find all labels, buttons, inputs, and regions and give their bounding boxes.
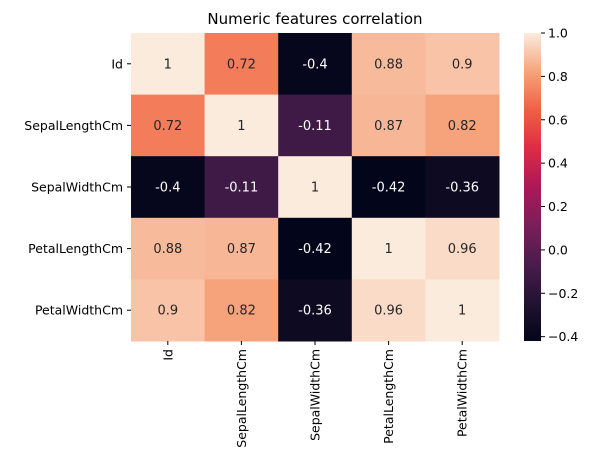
colorbar: −0.4 −0.2 0.0 0.2 0.4 0.6 0.8 1.0 — [524, 26, 578, 345]
cell-annotation: -0.42 — [372, 181, 406, 196]
cell-annotation: 0.9 — [157, 304, 178, 319]
colorbar-tick-label: −0.2 — [548, 286, 578, 301]
row-label: SepalLengthCm — [24, 118, 123, 133]
colorbar-tick-label: 0.6 — [548, 112, 568, 127]
cell-annotation: 0.96 — [374, 304, 403, 319]
cell-annotation: 0.96 — [448, 242, 477, 257]
cell-annotation: -0.42 — [298, 242, 332, 257]
cell-annotation: 0.82 — [448, 119, 477, 134]
cell-annotation: 0.72 — [153, 119, 182, 134]
colorbar-tick-label: 0.4 — [548, 156, 568, 171]
row-label: SepalWidthCm — [31, 180, 123, 195]
cell-annotation: 0.88 — [374, 57, 403, 72]
cell-annotation: 1 — [458, 304, 466, 319]
cell-annotation: -0.4 — [302, 57, 327, 72]
column-label: PetalLengthCm — [381, 349, 396, 444]
row-labels: Id SepalLengthCm SepalWidthCm PetalLengthCm… — [24, 56, 131, 317]
column-label: SepalLengthCm — [234, 349, 249, 448]
colorbar-tick-label: 1.0 — [548, 26, 568, 41]
cell-annotation: 1 — [384, 242, 392, 257]
cell-annotation: -0.36 — [445, 181, 479, 196]
heatmap-cells: 1 0.72 -0.4 0.88 0.9 0.72 1 -0.11 0.87 0.82 -0.4 -0… — [131, 33, 500, 342]
cell-annotation: 0.88 — [153, 242, 182, 257]
cell-annotation: 1 — [311, 181, 319, 196]
colorbar-tick-label: 0.0 — [548, 242, 568, 257]
column-label: SepalWidthCm — [308, 349, 323, 441]
cell-annotation: 0.72 — [227, 57, 256, 72]
column-labels: Id SepalLengthCm SepalWidthCm PetalLengthCm… — [160, 341, 469, 448]
cell-annotation: -0.36 — [298, 304, 332, 319]
colorbar-gradient — [524, 33, 541, 341]
colorbar-tick-label: 0.8 — [548, 69, 568, 84]
row-label: PetalWidthCm — [35, 303, 123, 318]
column-label: PetalWidthCm — [455, 349, 470, 437]
column-label: Id — [160, 349, 175, 361]
colorbar-tick-label: −0.4 — [548, 329, 578, 344]
cell-annotation: 1 — [164, 57, 172, 72]
row-label: PetalLengthCm — [28, 241, 123, 256]
cell-annotation: -0.11 — [298, 119, 332, 134]
cell-annotation: -0.4 — [155, 181, 180, 196]
cell-annotation: 1 — [237, 119, 245, 134]
chart-title: Numeric features correlation — [207, 10, 422, 28]
cell-annotation: 0.82 — [227, 304, 256, 319]
cell-annotation: 0.87 — [227, 242, 256, 257]
row-label: Id — [111, 56, 123, 71]
cell-annotation: 0.9 — [452, 57, 473, 72]
cell-annotation: 0.87 — [374, 119, 403, 134]
cell-annotation: -0.11 — [225, 181, 259, 196]
colorbar-tick-label: 0.2 — [548, 199, 568, 214]
